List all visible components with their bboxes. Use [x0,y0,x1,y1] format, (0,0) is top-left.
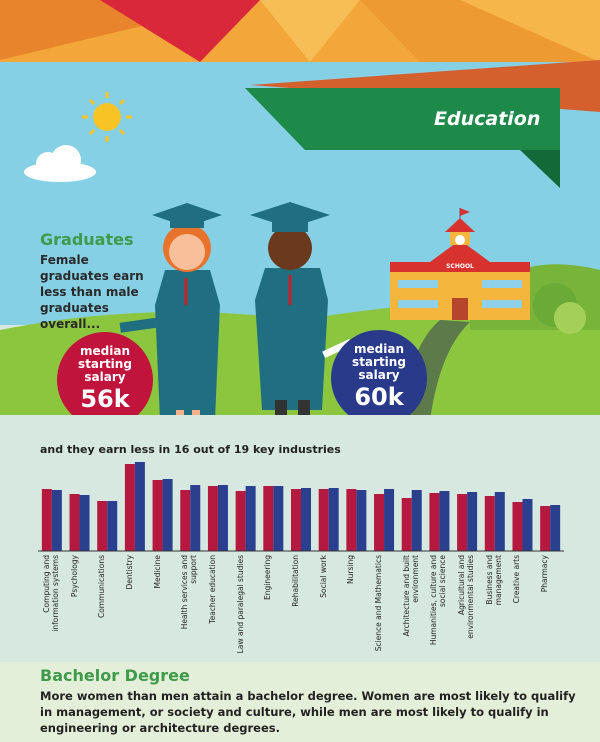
bar [467,492,478,551]
graduates-text: Female graduates earn less than male gra… [40,253,144,331]
salary-label: median starting salary [352,342,406,382]
bar [79,495,90,551]
x-tick-label: Science and Mathematics [374,555,384,652]
x-tick-label: Architecture and built environment [401,555,420,637]
bar [328,488,339,551]
bar [439,491,450,551]
x-tick-label: Medicine [152,555,162,589]
bar [374,494,385,551]
bar [550,505,561,551]
bar [124,464,135,551]
x-tick-label: Dentistry [124,555,134,590]
salary-value: 60k [354,383,404,411]
bar [69,494,80,551]
x-tick-label: Computing and information systems [41,555,60,632]
male-graduate [250,202,353,420]
x-tick-label: Engineering [263,555,273,600]
bar [291,489,301,551]
sun-rays [82,92,132,142]
salary-value: 56k [80,385,130,413]
school: SCHOOL [390,208,530,320]
x-tick-label: Social work [318,555,328,598]
bar [51,490,62,551]
header-title: Education [434,108,541,130]
bar [245,486,256,551]
bar [134,462,145,551]
bar [263,486,274,551]
x-tick-label: Business and management [484,555,503,606]
bar [540,506,551,551]
school-sign: SCHOOL [446,263,474,270]
bachelor-title: Bachelor Degree [40,666,190,685]
triangle [100,0,260,62]
female-salary: median starting salary 56k [57,345,153,414]
bar [384,489,395,551]
bar [494,492,505,551]
bar [522,499,533,551]
bar [401,498,412,551]
x-tick-label: Health services and support [180,555,198,630]
salary-label: median starting salary [78,344,132,384]
bar [180,490,191,551]
bar [484,496,495,551]
bar [457,494,468,551]
male-salary: median starting salary 60k [331,343,427,412]
bachelor-text: More women than men attain a bachelor de… [40,689,576,735]
x-tick-label: Pharmacy [540,555,550,593]
bar [356,490,367,551]
x-tick-label: Rehabilitation [291,555,300,607]
bar [301,488,311,551]
bar [152,480,163,551]
sun [93,103,121,131]
triangle [360,0,600,62]
bar [346,489,357,551]
x-tick-label: Creative arts [512,555,522,604]
bar [429,493,440,551]
bar [190,485,201,551]
bar [207,486,218,551]
bar [107,501,118,551]
bar [318,489,329,551]
bar [41,489,52,551]
x-tick-label: Humanities, culture and social science [429,555,447,646]
ribbon [245,88,560,150]
chart-title: and they earn less in 16 out of 19 key i… [40,443,341,456]
x-tick-label: Law and paralegal studies [235,555,245,654]
bar [162,479,173,551]
bar [97,501,108,551]
graduates-title: Graduates [40,230,134,249]
bar [512,502,523,551]
x-tick-label: Nursing [346,555,356,584]
female-graduate [119,203,222,425]
x-tick-label: Agricultural and environmental studies [457,555,475,639]
cloud [24,145,96,182]
x-tick-label: Communications [97,555,107,619]
x-tick-label: Teacher education [207,555,217,624]
bar [273,486,284,551]
bar [217,485,228,551]
tree [554,302,586,334]
male-circle [331,330,427,426]
bar [235,491,246,551]
bachelor-section: Bachelor Degree More women than men atta… [0,662,600,742]
female-circle [57,332,153,428]
x-tick-label: Psychology [69,555,79,598]
triangle [260,0,360,62]
ribbon-fold [520,150,560,188]
bar [411,490,422,551]
triangle [460,0,600,62]
